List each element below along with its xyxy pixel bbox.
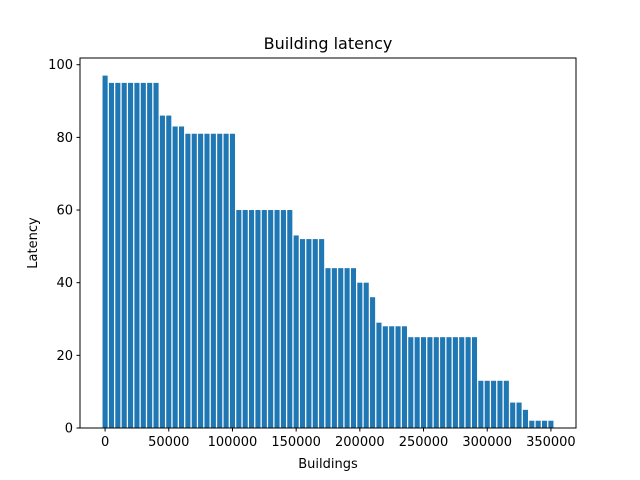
chart-title: Building latency bbox=[264, 34, 393, 53]
x-tick-label: 200000 bbox=[335, 435, 385, 450]
bar bbox=[210, 133, 216, 428]
bar bbox=[408, 337, 414, 428]
bar bbox=[217, 133, 223, 428]
bar bbox=[147, 82, 153, 428]
x-tick-label: 300000 bbox=[462, 435, 512, 450]
bar bbox=[178, 126, 185, 429]
bar bbox=[452, 337, 458, 428]
bar bbox=[414, 337, 420, 428]
x-tick-label: 0 bbox=[101, 435, 109, 450]
y-axis-label: Latency bbox=[26, 217, 41, 269]
bar bbox=[299, 239, 306, 428]
axes-frame bbox=[79, 57, 577, 429]
bar bbox=[198, 133, 204, 428]
bar bbox=[465, 337, 471, 428]
bar bbox=[510, 402, 516, 428]
bar bbox=[548, 420, 554, 428]
bar bbox=[229, 133, 236, 428]
bar bbox=[121, 82, 127, 428]
bar bbox=[312, 239, 318, 428]
bar bbox=[516, 402, 522, 428]
bar bbox=[389, 326, 395, 428]
bar bbox=[185, 133, 191, 428]
bar bbox=[115, 82, 121, 428]
bar bbox=[293, 235, 299, 428]
bar bbox=[497, 380, 503, 428]
bar bbox=[344, 268, 350, 428]
bar bbox=[491, 380, 497, 428]
bar bbox=[242, 210, 248, 428]
bar bbox=[128, 82, 134, 428]
bar bbox=[261, 210, 267, 428]
x-tick-label: 50000 bbox=[148, 435, 189, 450]
y-tick-label: 100 bbox=[48, 58, 73, 73]
bar bbox=[140, 82, 146, 428]
bar bbox=[249, 210, 255, 428]
bar bbox=[108, 82, 115, 428]
bar bbox=[134, 82, 140, 428]
y-tick-label: 40 bbox=[56, 276, 73, 291]
bar bbox=[395, 326, 401, 428]
x-tick-label: 100000 bbox=[208, 435, 258, 450]
bar bbox=[541, 420, 548, 428]
bar bbox=[191, 133, 197, 428]
bar bbox=[522, 409, 528, 428]
bar bbox=[166, 115, 172, 428]
bar bbox=[287, 210, 293, 428]
bar bbox=[268, 210, 274, 428]
y-tick-label: 20 bbox=[56, 349, 73, 364]
bar bbox=[274, 210, 280, 428]
x-axis-label: Buildings bbox=[298, 457, 358, 472]
y-tick-label: 0 bbox=[65, 422, 73, 437]
x-tick-label: 150000 bbox=[271, 435, 321, 450]
bar bbox=[401, 326, 407, 428]
bar bbox=[433, 337, 439, 428]
bar bbox=[319, 239, 325, 428]
bar bbox=[102, 75, 108, 428]
bar bbox=[382, 326, 388, 428]
bar bbox=[153, 82, 159, 428]
bar bbox=[363, 282, 369, 428]
bar bbox=[280, 210, 286, 428]
bar bbox=[357, 282, 363, 428]
bar bbox=[420, 337, 427, 428]
bar bbox=[236, 210, 242, 428]
bar bbox=[255, 210, 261, 428]
bar bbox=[535, 420, 541, 428]
bar bbox=[376, 322, 382, 428]
bar bbox=[471, 337, 478, 428]
bar bbox=[306, 239, 312, 428]
x-tick-label: 350000 bbox=[526, 435, 576, 450]
bar bbox=[427, 337, 433, 428]
bar bbox=[484, 380, 490, 428]
bar bbox=[446, 337, 452, 428]
bar bbox=[529, 420, 535, 428]
x-tick-label: 250000 bbox=[399, 435, 449, 450]
bar bbox=[223, 133, 229, 428]
bar bbox=[204, 133, 210, 428]
bar bbox=[370, 297, 376, 428]
bar bbox=[325, 268, 331, 428]
y-tick-label: 80 bbox=[56, 131, 73, 146]
bar bbox=[159, 115, 165, 428]
bar bbox=[350, 268, 357, 428]
bar bbox=[459, 337, 465, 428]
bar bbox=[172, 126, 178, 429]
bar bbox=[503, 380, 509, 428]
bar bbox=[331, 268, 337, 428]
bar bbox=[440, 337, 446, 428]
y-tick-label: 60 bbox=[56, 204, 73, 219]
bar bbox=[478, 380, 484, 428]
bar bbox=[338, 268, 344, 428]
